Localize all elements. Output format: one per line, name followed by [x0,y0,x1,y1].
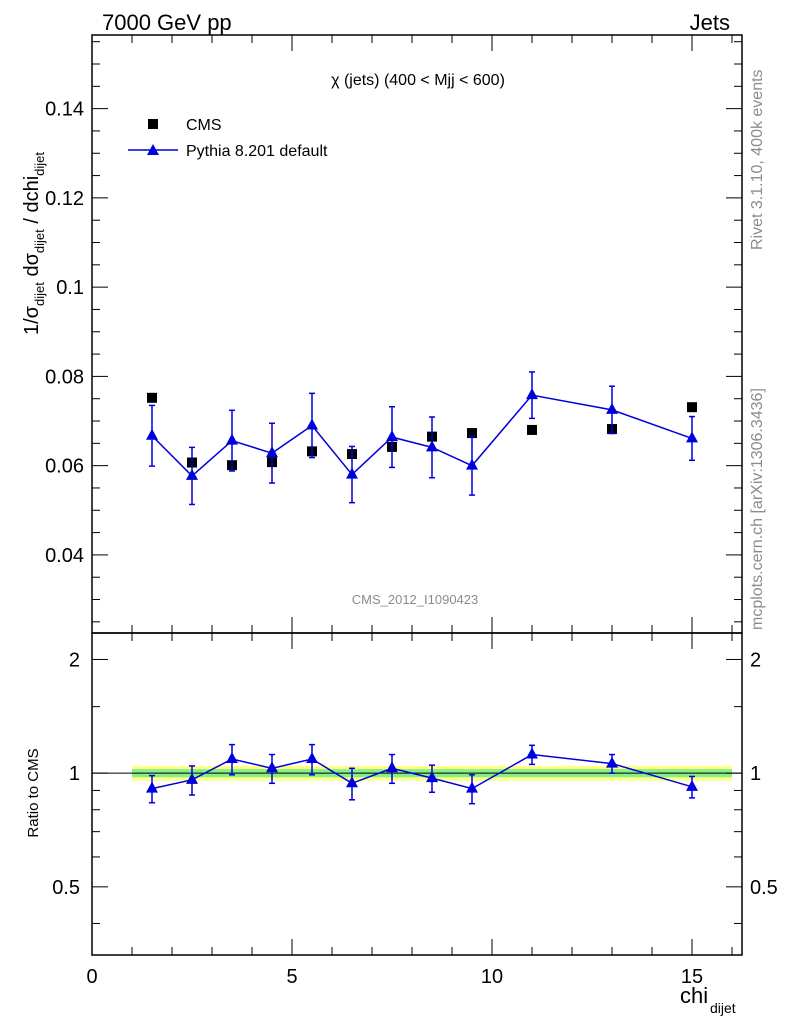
pythia-data-point [686,431,698,443]
mcplots-label: mcplots.cern.ch [arXiv:1306.3436] [749,388,766,630]
ratio-y-tick-label-right: 2 [750,649,761,671]
pythia-data-point [226,433,238,445]
cms-data-point [687,402,697,413]
pythia-data-point [526,388,538,400]
ratio-y-tick-label-right: 0.5 [750,877,778,899]
pythia-data-point [186,468,198,480]
pythia-data-point [466,458,478,470]
pythia-data-point [306,418,318,430]
ratio-data-point [146,781,158,793]
y-tick-label: 0.12 [45,188,84,210]
svg-text:chi: chi [680,983,708,1008]
ratio-y-tick-label: 1 [69,763,80,785]
ratio-y-tick-label: 0.5 [52,877,80,899]
ratio-data-point [346,776,358,788]
pythia-line [151,394,693,477]
cms-data-point [527,424,537,435]
ratio-data-point [306,752,318,764]
analysis-watermark: CMS_2012_I1090423 [352,592,479,607]
y-tick-label: 0.1 [56,277,84,299]
ratio-data-point [386,761,398,773]
ratio-pythia-line [151,753,693,790]
plot-title: χ (jets) (400 < Mjj < 600) [331,72,505,89]
legend: CMS Pythia 8.201 default [128,117,328,160]
pythia-data-point [426,440,438,452]
svg-text:1/σdijet dσdijet / dchidijet: 1/σdijet dσdijet / dchidijet [21,152,47,335]
ratio-data-point [606,756,618,768]
header-left: 7000 GeV pp [102,10,232,35]
legend-pythia-label: Pythia 8.201 default [186,143,328,160]
ratio-data-point [466,781,478,793]
ratio-y-axis-title: Ratio to CMS [25,748,42,837]
x-tick-label: 15 [681,966,703,988]
y-tick-label: 0.14 [45,99,84,121]
y-tick-label: 0.08 [45,366,84,388]
cms-data-point [147,392,157,403]
x-tick-label: 0 [86,966,97,988]
ratio-y-tick-label: 2 [69,649,80,671]
y-tick-label: 0.04 [45,545,84,567]
ratio-data-point [226,752,238,764]
pythia-data-point [606,402,618,414]
ratio-data-point [186,772,198,784]
ratio-data-point [426,771,438,783]
ratio-data-point [526,747,538,759]
x-tick-label: 5 [286,966,297,988]
top-y-axis-title: 1/σdijet dσdijet / dchidijet [21,152,47,335]
ratio-panel-frame [91,632,743,956]
pythia-data-point [146,428,158,440]
svg-text:dijet: dijet [710,1000,736,1016]
pythia-data-point [346,467,358,479]
legend-cms-marker [148,119,158,129]
legend-pythia-marker [147,144,159,155]
rivet-label: Rivet 3.1.10, 400k events [749,69,766,250]
ratio-y-tick-label-right: 1 [750,763,761,785]
x-axis-title: chi dijet [680,983,736,1016]
ratio-plot-layer: 0.5 0.5 1 1 2 2 0 5 10 15 [52,633,778,988]
ratio-data-point [686,779,698,791]
top-plot-layer: 0.04 0.06 0.08 0.1 0.12 0.14 [45,35,742,633]
cms-data-point [467,428,477,439]
header-right: Jets [690,10,730,35]
x-tick-label: 10 [481,966,503,988]
ratio-data-point [266,761,278,773]
y-tick-label: 0.06 [45,456,84,478]
pythia-data-point [386,430,398,442]
legend-cms-label: CMS [186,117,222,134]
pythia-data-point [266,446,278,458]
